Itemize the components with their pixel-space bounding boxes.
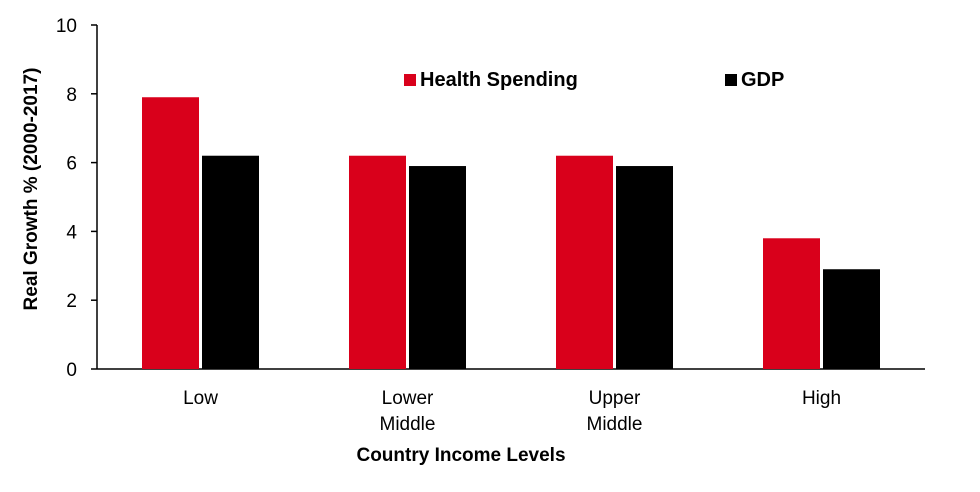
bars: [142, 97, 880, 370]
x-tick-label: Upper: [589, 388, 641, 409]
legend-label: Health Spending: [420, 69, 578, 91]
y-axis-title: Real Growth % (2000-2017): [21, 68, 42, 311]
x-tick-label: High: [802, 388, 841, 409]
y-axis: 0 2 4 6 8 10: [56, 16, 98, 381]
legend-swatch: [725, 74, 737, 86]
y-tick-label: 0: [66, 360, 77, 381]
bar-gdp: [202, 155, 259, 369]
y-tick-label: 6: [66, 154, 77, 175]
bar-health-spending: [349, 155, 406, 369]
legend: Health Spending GDP: [404, 69, 784, 91]
x-tick-label: Low: [183, 388, 218, 409]
x-tick-label: Lower: [382, 388, 434, 409]
bar-health-spending: [142, 97, 199, 370]
legend-swatch: [404, 74, 416, 86]
y-tick-label: 8: [66, 85, 77, 106]
x-tick-label: Middle: [380, 414, 436, 435]
x-axis: Low Lower Middle Upper Middle High: [97, 368, 925, 435]
bar-gdp: [823, 269, 880, 369]
x-tick-label: Middle: [587, 414, 643, 435]
y-tick-label: 10: [56, 16, 77, 37]
x-axis-title: Country Income Levels: [356, 445, 565, 466]
bar-gdp: [409, 166, 466, 369]
y-tick-label: 4: [66, 222, 77, 243]
legend-label: GDP: [741, 69, 784, 91]
bar-health-spending: [763, 238, 820, 369]
bar-health-spending: [556, 155, 613, 369]
bar-gdp: [616, 166, 673, 369]
y-tick-label: 2: [66, 291, 77, 312]
